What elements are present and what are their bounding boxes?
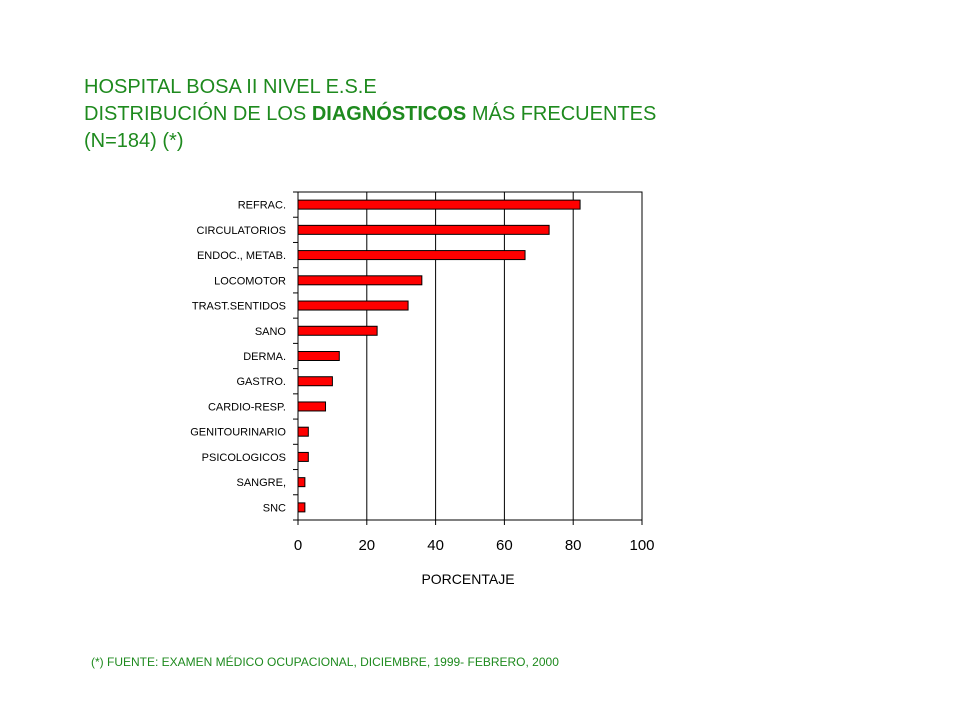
category-label: LOCOMOTOR <box>214 275 286 287</box>
title-hospital: HOSPITAL BOSA II NIVEL E.S.E <box>84 76 377 98</box>
bar <box>297 224 550 235</box>
title-suffix: MÁS FRECUENTES <box>466 103 657 125</box>
category-label: SANO <box>255 326 287 338</box>
category-label: CIRCULATORIOS <box>197 225 286 237</box>
bar <box>297 275 423 286</box>
bar <box>297 250 526 261</box>
category-label: DERMA. <box>243 351 286 363</box>
x-tick-label: 40 <box>427 537 444 554</box>
bar <box>297 376 333 387</box>
category-label: GASTRO. <box>236 376 286 388</box>
title-prefix: DISTRIBUCIÓN DE LOS <box>84 103 312 125</box>
title-sample-size: (N=184) (*) <box>84 130 184 152</box>
title-distribution: DISTRIBUCIÓN DE LOS DIAGNÓSTICOS MÁS FRE… <box>84 101 656 128</box>
x-tick-label: 100 <box>629 537 654 554</box>
category-label: SANGRE, <box>236 477 286 489</box>
bar <box>297 401 327 412</box>
bar <box>297 426 309 437</box>
bar <box>297 300 409 311</box>
category-label: PSICOLOGICOS <box>202 452 286 464</box>
footnote: (*) FUENTE: EXAMEN MÉDICO OCUPACIONAL, D… <box>91 655 559 669</box>
x-tick-label: 20 <box>358 537 375 554</box>
bar <box>297 502 306 513</box>
title-bold: DIAGNÓSTICOS <box>311 103 467 125</box>
bar <box>297 477 306 488</box>
category-label: ENDOC., METAB. <box>197 250 286 262</box>
bar <box>297 199 581 210</box>
category-label: TRAST.SENTIDOS <box>192 301 286 313</box>
category-label: REFRAC. <box>238 200 286 212</box>
x-tick-label: 0 <box>294 537 302 554</box>
bar <box>297 451 309 462</box>
x-tick-label: 60 <box>496 537 513 554</box>
x-tick-label: 80 <box>565 537 582 554</box>
chart-title: HOSPITAL BOSA II NIVEL E.S.E DISTRIBUCIÓ… <box>84 74 656 155</box>
bar <box>297 351 340 361</box>
category-label: SNC <box>263 502 286 514</box>
bar <box>297 325 378 336</box>
x-axis-label: PORCENTAJE <box>421 571 514 587</box>
category-label: GENITOURINARIO <box>190 427 286 439</box>
category-label: CARDIO-RESP. <box>208 401 286 413</box>
plot-frame <box>297 191 643 521</box>
plot-area: 0 20 40 60 80 100 REFRAC. CIRCULATORIOS ENDOC., … <box>190 191 655 587</box>
